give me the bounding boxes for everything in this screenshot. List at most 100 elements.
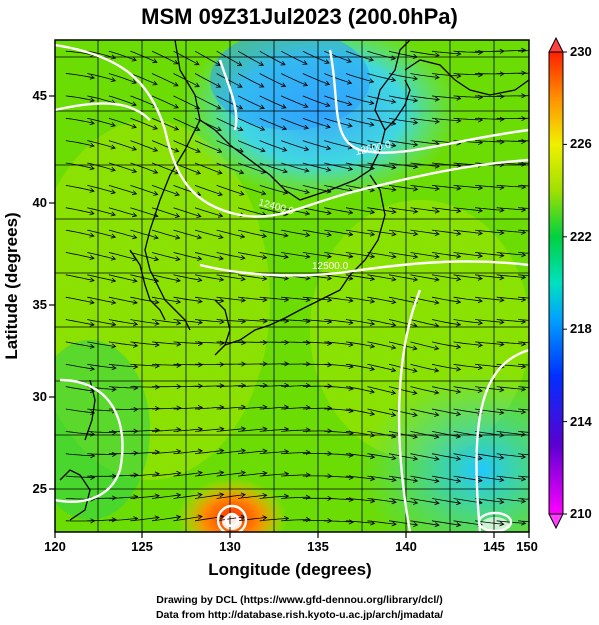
streamline-arrowhead <box>434 299 440 305</box>
streamline <box>496 274 526 278</box>
streamline-arrowhead <box>240 448 247 454</box>
streamline <box>259 117 287 130</box>
streamline-arrowhead <box>369 320 376 326</box>
streamline <box>453 408 483 415</box>
streamline-arrowhead <box>521 47 527 53</box>
streamline <box>324 229 353 236</box>
streamline <box>475 453 504 459</box>
streamline <box>130 363 160 367</box>
streamline-arrowhead <box>302 60 308 65</box>
streamline-arrowhead <box>368 56 375 62</box>
streamline <box>238 319 267 322</box>
streamline <box>216 516 246 522</box>
streamline-arrowhead <box>412 455 419 461</box>
streamline <box>388 207 418 213</box>
streamline <box>238 450 267 455</box>
streamline <box>410 498 439 504</box>
streamline-arrowhead <box>133 472 139 478</box>
streamline <box>518 95 529 97</box>
streamline-arrowhead <box>219 340 225 346</box>
streamline <box>410 453 439 460</box>
streamline-arrowhead <box>260 147 266 153</box>
streamline <box>108 185 137 195</box>
streamline <box>216 319 246 322</box>
streamline-arrowhead <box>456 95 462 101</box>
streamline-arrowhead <box>477 455 483 461</box>
streamline <box>194 229 223 238</box>
streamline-arrowhead <box>217 169 223 175</box>
streamline-arrowhead <box>434 455 440 461</box>
streamline-arrowhead <box>499 207 505 213</box>
streamline-arrowhead <box>176 341 182 347</box>
streamline <box>453 95 483 98</box>
streamline-arrowhead <box>391 455 397 461</box>
streamline <box>173 95 200 109</box>
streamline-arrowhead <box>543 498 547 502</box>
streamline-arrowhead <box>197 514 203 520</box>
streamline <box>173 516 203 522</box>
streamline-arrowhead <box>197 492 203 498</box>
streamline <box>130 296 159 303</box>
streamline <box>238 252 267 259</box>
streamline <box>151 95 179 109</box>
streamline-arrowhead <box>499 275 505 281</box>
streamline-arrowhead <box>282 189 289 195</box>
colorbar-tick-label: 218 <box>570 321 592 336</box>
streamline <box>475 229 504 234</box>
streamline <box>367 95 396 103</box>
streamline <box>388 296 418 304</box>
streamline-arrowhead <box>543 297 547 301</box>
streamline <box>65 475 95 478</box>
streamline <box>431 386 461 393</box>
streamline-arrowhead <box>369 298 376 304</box>
streamline <box>216 252 245 259</box>
streamline <box>410 95 440 100</box>
streamline-arrowhead <box>131 101 137 107</box>
streamline-arrowhead <box>456 73 462 79</box>
streamline <box>345 50 374 61</box>
streamline-arrowhead <box>326 253 333 259</box>
streamline <box>388 341 417 350</box>
streamline <box>151 363 181 366</box>
streamline <box>302 162 331 171</box>
streamline-arrowhead <box>327 428 333 434</box>
streamline-arrowhead <box>131 146 137 151</box>
streamline <box>431 341 461 348</box>
streamline <box>87 162 116 171</box>
streamline-arrowhead <box>133 342 139 348</box>
streamline <box>87 408 117 412</box>
streamline <box>237 185 266 195</box>
streamline <box>216 73 243 88</box>
streamline <box>130 429 160 432</box>
streamline <box>65 252 95 259</box>
streamline <box>65 431 95 435</box>
streamline-arrowhead <box>89 97 95 103</box>
streamline-arrowhead <box>237 83 243 88</box>
streamline-arrowhead <box>521 274 527 280</box>
streamline-arrowhead <box>347 166 354 172</box>
streamline-arrowhead <box>369 143 375 149</box>
streamline <box>324 475 354 479</box>
streamline <box>496 363 526 368</box>
streamline <box>173 274 202 281</box>
streamline <box>324 408 354 412</box>
streamline <box>216 95 243 110</box>
streamline-arrowhead <box>281 103 287 109</box>
streamline-arrowhead <box>391 499 397 505</box>
streamline-arrowhead <box>324 80 331 86</box>
streamline <box>87 431 117 433</box>
streamline-arrowhead <box>284 297 290 303</box>
streamline <box>496 140 526 142</box>
streamline-arrowhead <box>390 412 397 417</box>
streamline-arrowhead <box>412 345 418 351</box>
streamline-arrowhead <box>174 213 181 218</box>
credit-data: Data from http://database.rish.kyoto-u.a… <box>155 609 444 621</box>
streamline <box>518 296 529 299</box>
streamline <box>388 252 418 258</box>
streamline-arrowhead <box>499 499 505 505</box>
x-tick-label: 135 <box>307 539 329 554</box>
streamline-arrowhead <box>175 298 182 305</box>
streamline <box>259 95 287 109</box>
streamline-arrowhead <box>543 93 547 97</box>
streamline <box>410 73 440 78</box>
